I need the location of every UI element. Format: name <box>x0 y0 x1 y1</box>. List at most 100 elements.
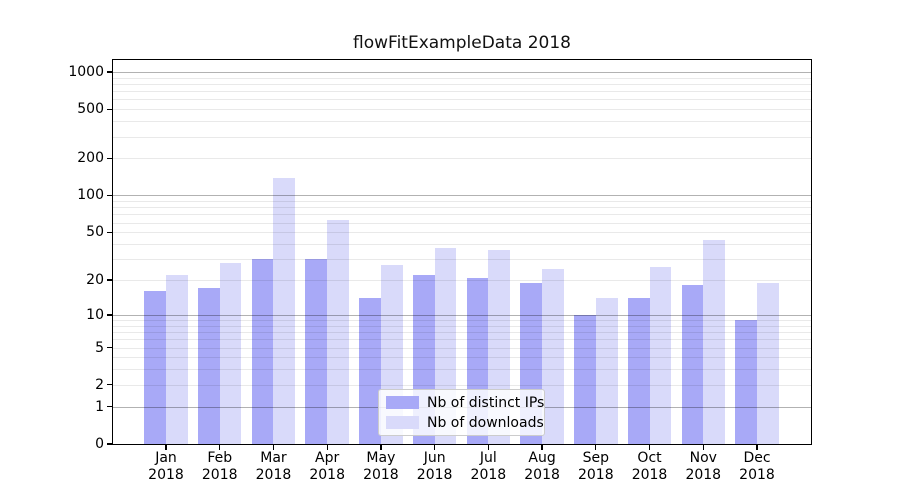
y-tick-label-0: 0 <box>95 436 104 452</box>
x-tick-label-dec: Dec 2018 <box>730 450 784 483</box>
year-label: 2018 <box>470 466 507 483</box>
legend-item: Nb of downloads <box>386 415 544 431</box>
x-tick-mark <box>219 445 221 450</box>
x-tick-mark <box>272 445 275 450</box>
bar-mar-ips <box>251 259 274 444</box>
bar-apr-ips <box>305 259 328 444</box>
bar-dec-ips <box>735 320 757 444</box>
year-label: 2018 <box>739 466 775 483</box>
month-label: Jul <box>479 450 497 466</box>
x-tick-label-oct: Oct 2018 <box>623 450 677 483</box>
x-tick-mark <box>165 445 167 450</box>
year-label: 2018 <box>309 466 345 483</box>
x-tick-mark <box>380 445 382 450</box>
gridline-70 <box>113 214 811 216</box>
y-tick-label-20: 20 <box>86 272 104 289</box>
gridline-8 <box>113 325 811 327</box>
gridline-4 <box>113 357 811 359</box>
bar-mar-downloads <box>273 177 296 444</box>
month-label: Apr <box>315 450 340 466</box>
gridline-200 <box>113 158 811 160</box>
bar-may-ips <box>359 298 381 444</box>
year-label: 2018 <box>524 466 560 483</box>
gridline-80 <box>113 207 811 209</box>
gridline-50 <box>113 232 811 234</box>
gridline-600 <box>113 99 811 101</box>
y-tick-mark <box>107 384 113 386</box>
bar-nov-downloads <box>703 240 725 444</box>
x-tick-mark <box>433 445 436 450</box>
month-label: Nov <box>689 450 717 466</box>
y-tick-mark <box>107 108 113 110</box>
gridline-30 <box>113 259 811 261</box>
y-tick-label-5: 5 <box>95 339 104 356</box>
y-tick-mark <box>107 443 113 445</box>
gridline-1000 <box>113 71 811 73</box>
x-tick-label-nov: Nov 2018 <box>676 450 730 483</box>
gridline-700 <box>113 91 811 93</box>
y-tick-label-200: 200 <box>77 150 104 167</box>
year-label: 2018 <box>685 466 722 483</box>
bar-jan-downloads <box>166 275 188 444</box>
month-label: Aug <box>528 450 556 466</box>
x-tick-mark <box>541 445 543 450</box>
legend-label: Nb of distinct IPs <box>427 394 545 411</box>
legend-swatch <box>386 395 419 410</box>
y-tick-mark <box>107 314 113 316</box>
y-tick-mark <box>107 279 113 281</box>
y-tick-mark <box>107 157 113 160</box>
bar-oct-ips <box>627 298 650 444</box>
bar-aug-downloads <box>542 268 564 444</box>
bar-jan-ips <box>144 291 166 444</box>
gridline-5 <box>113 347 811 349</box>
y-tick-mark <box>107 194 113 197</box>
gridline-6 <box>113 339 811 341</box>
y-tick-mark <box>107 231 113 233</box>
x-tick-label-apr: Apr 2018 <box>300 450 354 483</box>
bar-oct-downloads <box>649 266 672 444</box>
month-label: Mar <box>260 450 287 466</box>
month-label: Jun <box>423 450 446 466</box>
month-label: Feb <box>207 450 233 466</box>
gridline-100 <box>113 195 811 197</box>
x-tick-label-feb: Feb 2018 <box>193 450 247 483</box>
y-tick-mark <box>107 406 113 408</box>
x-tick-mark <box>326 445 328 450</box>
gridline-900 <box>113 77 811 79</box>
gridline-500 <box>113 109 811 111</box>
bar-apr-downloads <box>327 220 349 444</box>
x-tick-mark <box>756 445 758 450</box>
legend: Nb of distinct IPs Nb of downloads <box>378 389 545 436</box>
gridline-2 <box>113 384 811 386</box>
x-tick-label-jul: Jul 2018 <box>461 450 515 483</box>
y-tick-label-500: 500 <box>77 101 104 118</box>
gridline-10 <box>113 314 811 316</box>
month-label: May <box>366 450 396 466</box>
gridline-800 <box>113 83 811 85</box>
plot-area <box>113 60 811 444</box>
legend-swatch <box>386 415 419 430</box>
gridline-40 <box>113 244 811 245</box>
y-tick-label-10: 10 <box>86 306 104 323</box>
gridline-90 <box>113 201 811 203</box>
x-tick-mark <box>648 445 651 450</box>
x-tick-label-jun: Jun 2018 <box>408 450 462 483</box>
y-tick-label-2: 2 <box>95 376 104 393</box>
bar-sep-downloads <box>595 298 618 444</box>
x-tick-label-aug: Aug 2018 <box>515 450 569 483</box>
year-label: 2018 <box>363 466 399 483</box>
legend-item: Nb of distinct IPs <box>386 395 544 411</box>
gridline-60 <box>113 222 811 224</box>
year-label: 2018 <box>148 466 184 483</box>
year-label: 2018 <box>577 466 614 483</box>
x-tick-mark <box>702 445 704 450</box>
gridline-3 <box>113 369 811 371</box>
year-label: 2018 <box>416 466 453 483</box>
x-tick-mark <box>487 445 489 450</box>
x-tick-label-jan: Jan 2018 <box>139 450 193 483</box>
y-tick-label-1000: 1000 <box>68 63 104 80</box>
month-label: Dec <box>743 450 771 466</box>
y-tick-mark <box>107 346 113 349</box>
y-tick-label-1: 1 <box>95 398 104 415</box>
